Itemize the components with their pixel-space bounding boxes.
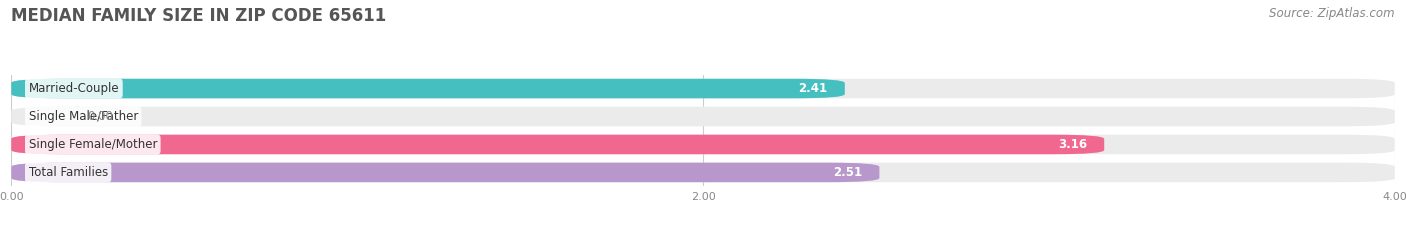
Text: 2.41: 2.41 (799, 82, 828, 95)
Text: Single Male/Father: Single Male/Father (28, 110, 138, 123)
FancyBboxPatch shape (11, 79, 845, 98)
Text: Single Female/Mother: Single Female/Mother (28, 138, 157, 151)
FancyBboxPatch shape (11, 163, 1395, 182)
Text: MEDIAN FAMILY SIZE IN ZIP CODE 65611: MEDIAN FAMILY SIZE IN ZIP CODE 65611 (11, 7, 387, 25)
FancyBboxPatch shape (11, 79, 1395, 98)
FancyBboxPatch shape (11, 163, 879, 182)
Text: 0.00: 0.00 (87, 110, 114, 123)
Text: Married-Couple: Married-Couple (28, 82, 120, 95)
Text: 2.51: 2.51 (832, 166, 862, 179)
Text: Total Families: Total Families (28, 166, 108, 179)
FancyBboxPatch shape (11, 135, 1104, 154)
Text: 3.16: 3.16 (1057, 138, 1087, 151)
Text: Source: ZipAtlas.com: Source: ZipAtlas.com (1270, 7, 1395, 20)
FancyBboxPatch shape (11, 107, 1395, 126)
FancyBboxPatch shape (11, 135, 1395, 154)
